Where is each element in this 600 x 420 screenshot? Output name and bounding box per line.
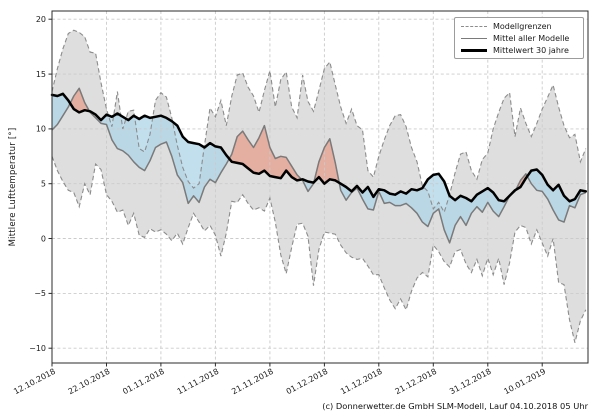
y-tick-label: 5 [41,180,46,189]
below-average-fill [89,111,230,204]
x-tick-label: 21.12.2018 [394,367,439,396]
climate-mean-line [50,92,588,203]
plot-border [51,10,589,364]
y-tick-label: 15 [36,70,46,79]
lower-model-bound-line [51,156,587,343]
x-tick-label: 31.12.2018 [448,367,493,396]
copyright-caption: (c) Donnerwetter.de GmbH SLM-Modell, Lau… [322,401,588,411]
x-tick-label: 10.01.2019 [502,367,547,396]
x-tick-label: 11.12.2018 [339,367,384,396]
x-tick-label: 01.12.2018 [285,367,330,396]
upper-model-bound-line [51,29,587,214]
y-tick-label: 20 [36,15,46,24]
below-average-fill [52,93,71,130]
y-tick-label: −5 [34,289,46,298]
below-average-fill [527,169,586,223]
above-average-fill [515,173,528,190]
x-tick-label: 21.11.2018 [230,367,275,396]
x-tick-label: 22.10.2018 [67,367,112,396]
x-tick-label: 11.11.2018 [176,367,221,396]
legend-label: Mittelwert 30 jahre [493,45,569,55]
legend-item-model-bounds: Modellgrenzen [455,20,583,32]
y-axis-label: Mittlere Lufttemperatur [°] [8,127,18,247]
legend-box: Modellgrenzen Mittel aller Modelle Mitte… [454,17,584,59]
dashed-line-icon [461,25,487,27]
x-tick-label: 12.10.2018 [12,367,57,396]
x-tick-label: 01.11.2018 [121,367,166,396]
gray-line-icon [461,37,487,39]
legend-item-model-mean: Mittel aller Modelle [455,32,583,44]
legend-item-climate-mean: Mittelwert 30 jahre [455,44,583,56]
y-tick-label: −10 [29,344,46,353]
legend-label: Modellgrenzen [493,21,552,31]
y-tick-label: 0 [41,234,46,243]
model-bounds-band [52,30,586,343]
above-average-fill [313,138,340,184]
black-line-icon [461,48,487,52]
below-average-fill [339,173,510,243]
model-mean-line [51,87,587,244]
y-tick-label: 10 [36,125,46,134]
legend-label: Mittel aller Modelle [493,33,570,43]
